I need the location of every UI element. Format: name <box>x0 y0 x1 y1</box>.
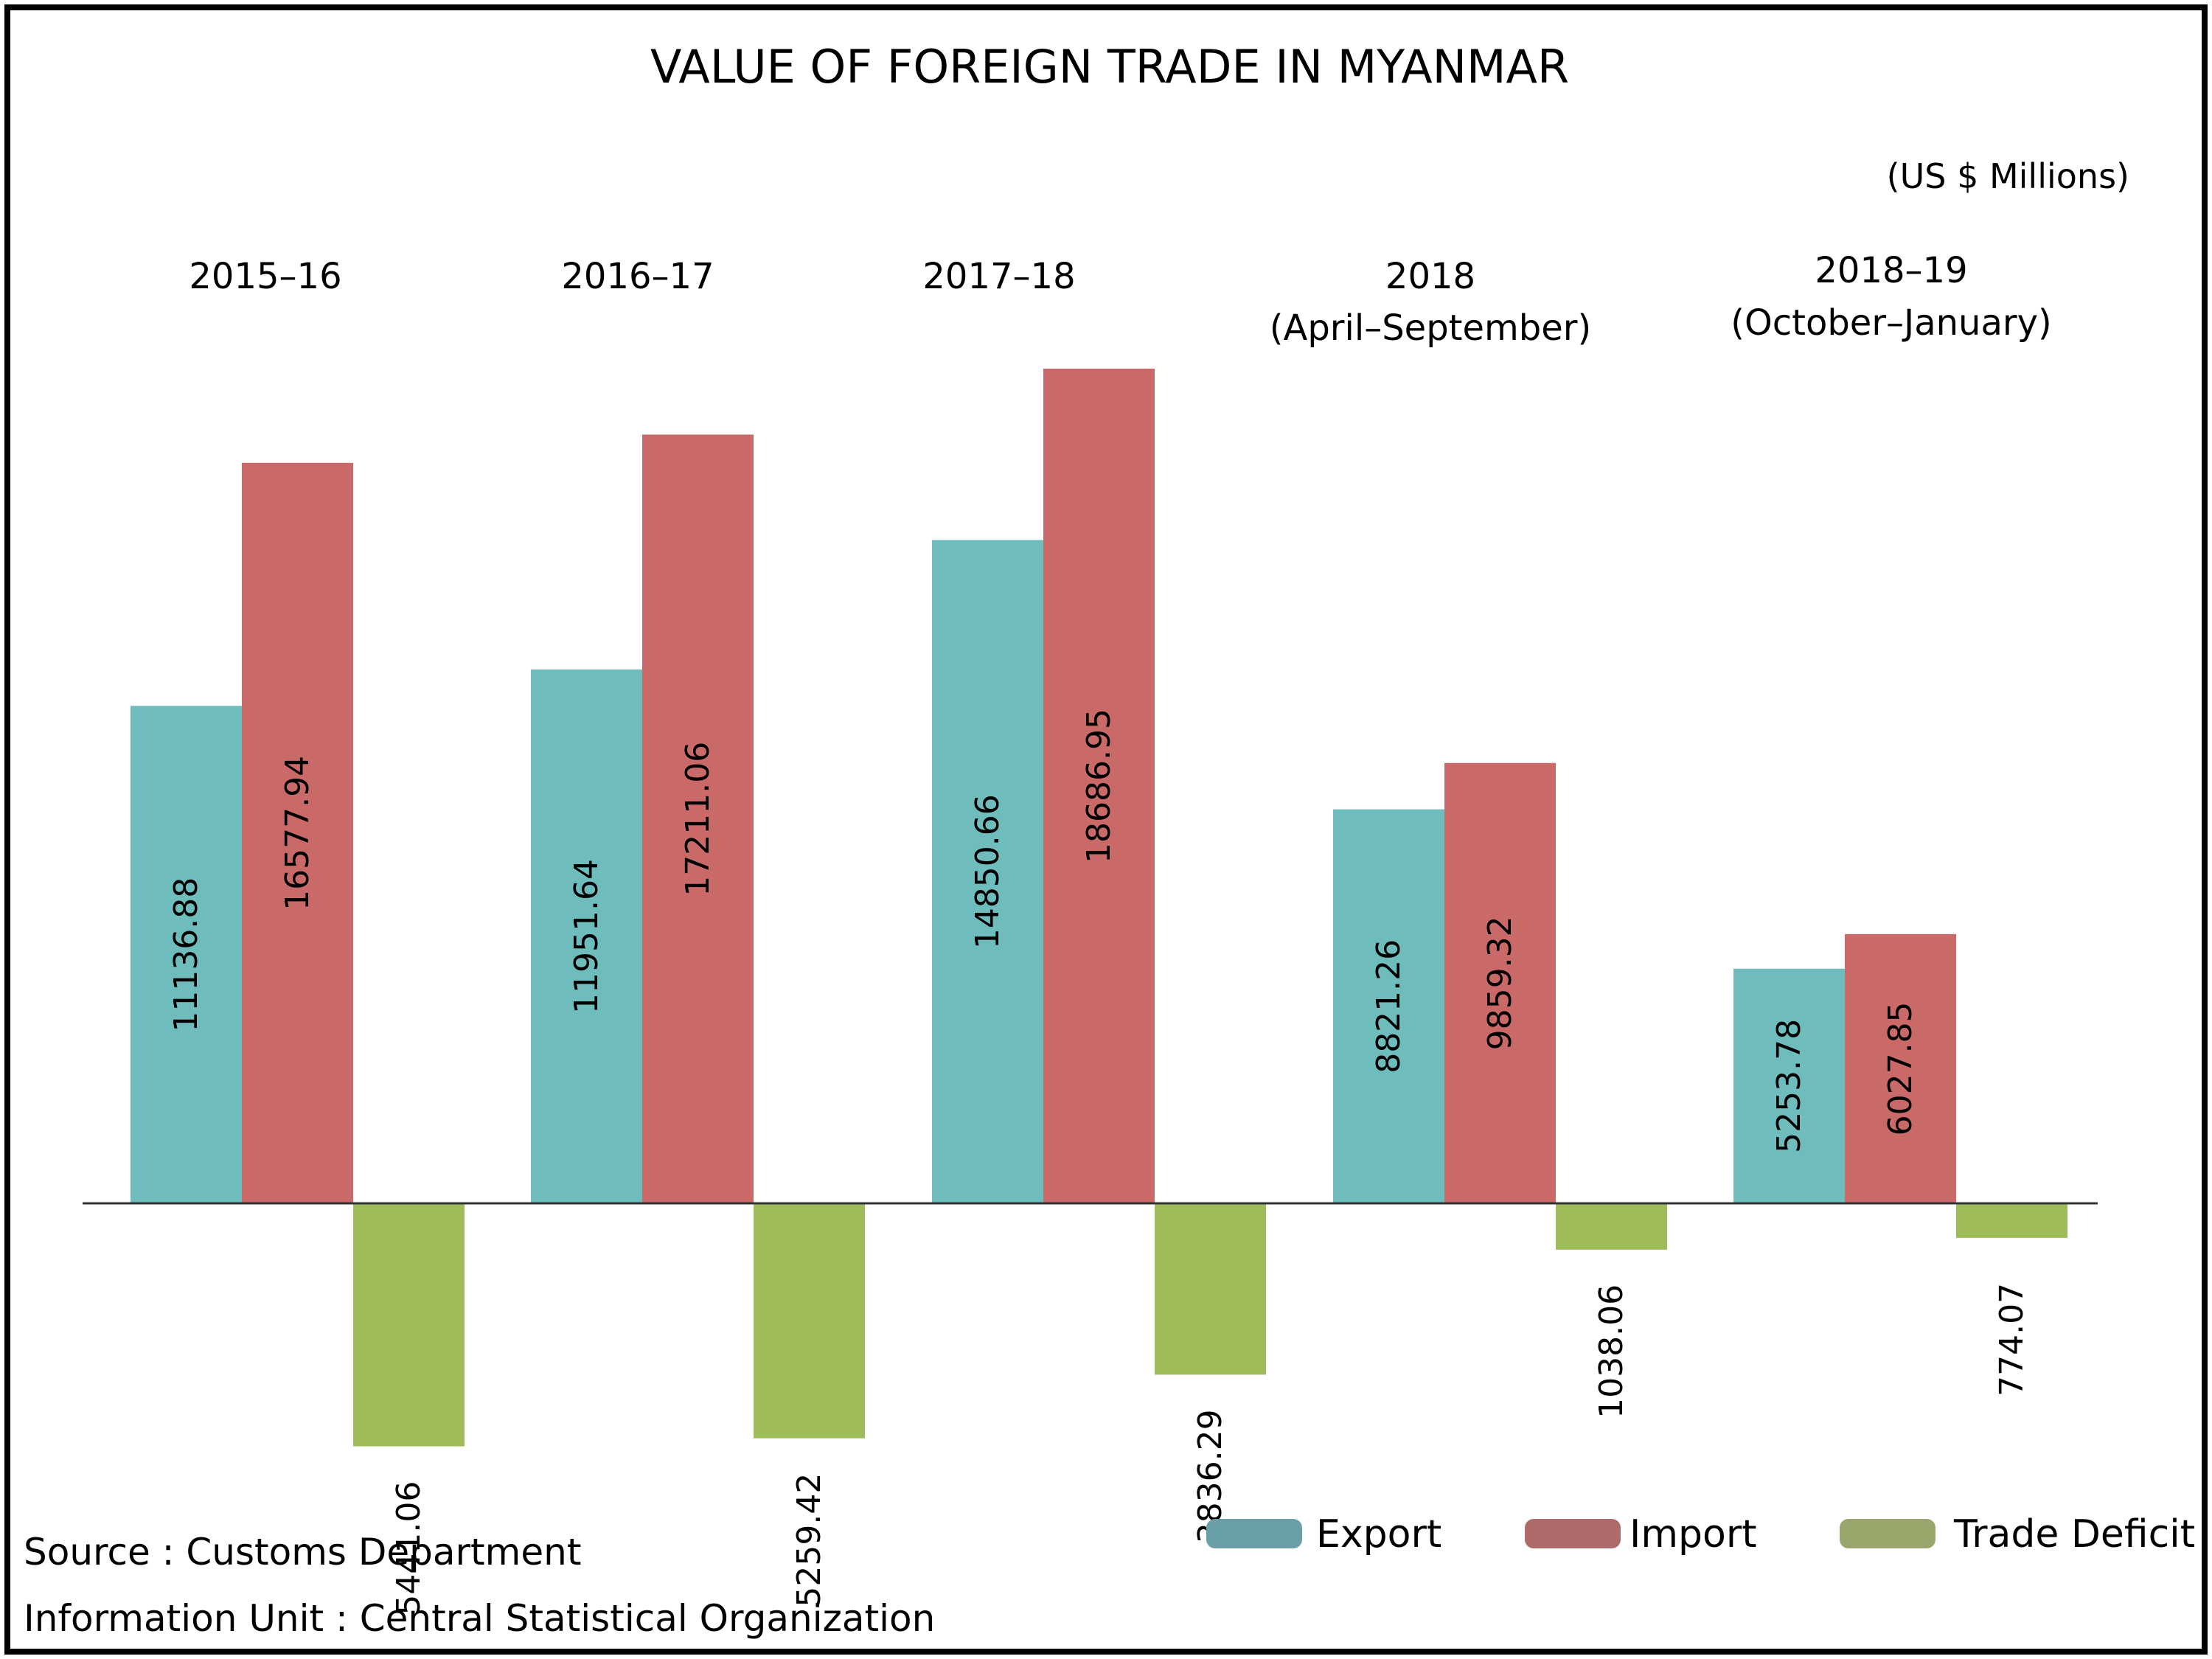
info-unit-note: Information Unit : Central Statistical O… <box>24 1597 935 1640</box>
legend-swatch <box>1206 1519 1302 1548</box>
export-bar <box>131 706 242 1203</box>
legend-trade-deficit: Trade Deficit <box>1840 1512 2195 1557</box>
category-labels: 2015–16 2016–17 2017–18 2018 (April–Septembe… <box>189 250 2051 349</box>
source-note: Source : Customs Department <box>24 1531 581 1573</box>
unit-label: (US $ Millions) <box>1887 156 2129 196</box>
value-labels: 11136.88 11951.64 14850.66 8821.26 5253.78 16… <box>167 709 2031 1615</box>
import-bar <box>242 462 353 1203</box>
export-value-label: 8821.26 <box>1370 939 1408 1074</box>
deficit-bar <box>754 1203 865 1439</box>
import-bar <box>1043 369 1155 1203</box>
import-value-label: 9859.32 <box>1481 916 1519 1050</box>
export-bar <box>932 540 1043 1203</box>
category-label: 2016–17 <box>561 256 714 297</box>
legend-swatch <box>1840 1519 1935 1548</box>
category-label: 2015–16 <box>189 256 341 297</box>
export-value-label: 14850.66 <box>969 794 1006 949</box>
legend-import: Import <box>1525 1512 1757 1557</box>
deficit-value-label: 774.07 <box>1993 1283 2031 1397</box>
legend-swatch <box>1525 1519 1621 1548</box>
deficit-bar <box>1556 1203 1667 1250</box>
deficit-value-label: 5259.42 <box>790 1473 828 1607</box>
export-value-label: 11136.88 <box>167 877 205 1032</box>
export-value-label: 5253.78 <box>1770 1019 1808 1153</box>
legend: Export Import Trade Deficit <box>1206 1512 2195 1557</box>
deficit-value-label: 5441.06 <box>390 1481 428 1615</box>
import-value-label: 18686.95 <box>1080 709 1118 863</box>
import-value-label: 6027.85 <box>1882 1001 1919 1135</box>
import-bar <box>642 434 754 1203</box>
deficit-bar <box>1155 1203 1266 1375</box>
export-value-label: 11951.64 <box>568 859 605 1014</box>
export-bar <box>1733 968 1845 1203</box>
category-label: (October–January) <box>1731 302 2052 344</box>
legend-label: Export <box>1316 1512 1441 1557</box>
import-bar <box>1845 933 1956 1203</box>
import-value-label: 17211.06 <box>679 742 717 897</box>
category-label: 2017–18 <box>922 256 1075 297</box>
legend-label: Import <box>1630 1512 1757 1557</box>
category-label: 2018 <box>1385 256 1475 297</box>
deficit-value-label: 1038.06 <box>1593 1284 1630 1419</box>
deficit-bar <box>1956 1203 2067 1238</box>
category-label: 2018–19 <box>1815 250 1967 291</box>
export-bar <box>1333 809 1444 1203</box>
category-label: (April–September) <box>1270 307 1591 349</box>
legend-label: Trade Deficit <box>1953 1512 2195 1557</box>
deficit-bar <box>353 1203 465 1447</box>
bars <box>131 369 2067 1447</box>
chart-title: VALUE OF FOREIGN TRADE IN MYANMAR <box>650 40 1569 94</box>
export-bar <box>531 669 642 1203</box>
import-bar <box>1444 762 1556 1203</box>
import-value-label: 16577.94 <box>279 756 316 911</box>
legend-export: Export <box>1206 1512 1441 1557</box>
